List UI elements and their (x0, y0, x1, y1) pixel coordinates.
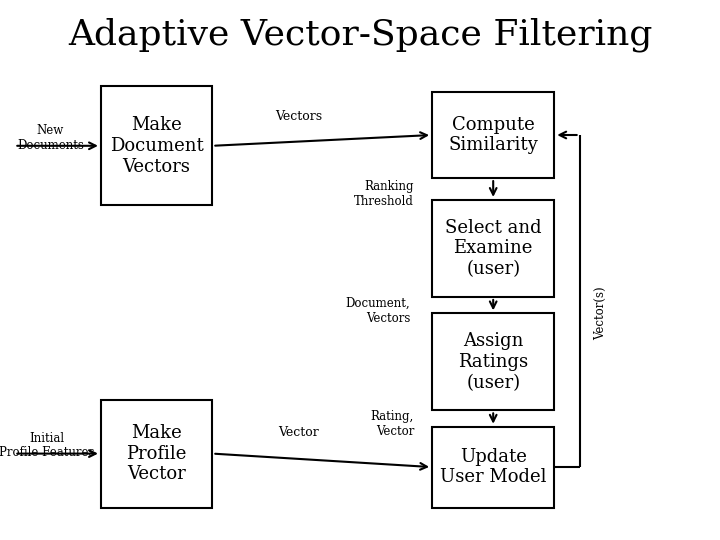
Text: Vector(s): Vector(s) (594, 286, 607, 340)
Text: Adaptive Vector-Space Filtering: Adaptive Vector-Space Filtering (68, 18, 652, 52)
Text: Make
Document
Vectors: Make Document Vectors (109, 116, 204, 176)
FancyBboxPatch shape (101, 86, 212, 205)
Text: Select and
Examine
(user): Select and Examine (user) (445, 219, 541, 278)
Text: New
Documents: New Documents (17, 124, 84, 152)
FancyBboxPatch shape (432, 200, 554, 297)
Text: Document,
Vectors: Document, Vectors (346, 296, 410, 325)
Text: Update
User Model: Update User Model (440, 448, 546, 487)
FancyBboxPatch shape (432, 427, 554, 508)
FancyBboxPatch shape (432, 92, 554, 178)
FancyBboxPatch shape (101, 400, 212, 508)
Text: Initial
Profile Features: Initial Profile Features (0, 431, 94, 460)
Text: Rating,
Vector: Rating, Vector (371, 410, 414, 438)
Text: Assign
Ratings
(user): Assign Ratings (user) (458, 332, 528, 392)
Text: Ranking
Threshold: Ranking Threshold (354, 180, 414, 208)
FancyBboxPatch shape (432, 313, 554, 410)
Text: Make
Profile
Vector: Make Profile Vector (127, 424, 186, 483)
Text: Vector: Vector (279, 426, 319, 439)
Text: Compute
Similarity: Compute Similarity (449, 116, 538, 154)
Text: Vectors: Vectors (275, 110, 323, 123)
